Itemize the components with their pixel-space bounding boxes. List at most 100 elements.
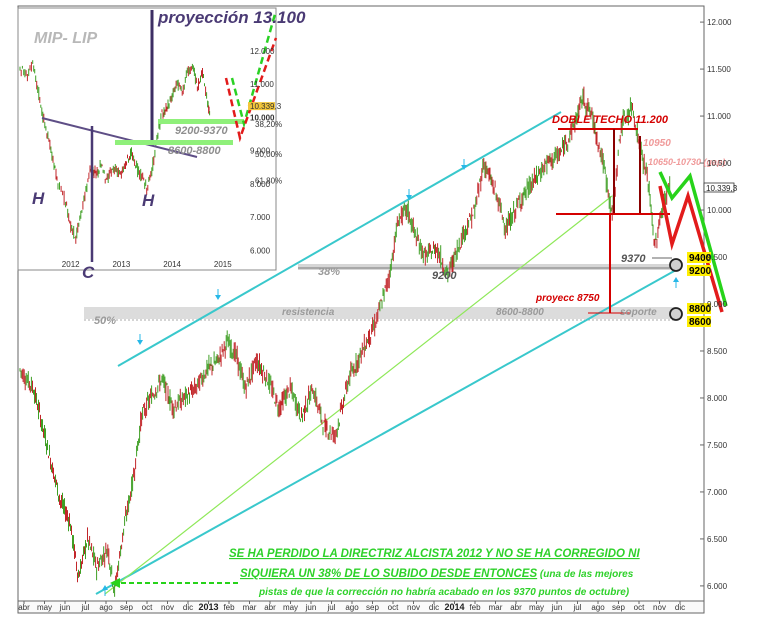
- band-38: [298, 264, 670, 270]
- inset-pct-label: 50,00%: [255, 150, 282, 159]
- x-axis-strip: [17, 600, 705, 614]
- doble-techo-label: DOBLE TECHO 11.200: [552, 114, 669, 126]
- inset-x-tick-label: 2015: [214, 260, 232, 269]
- x-tick-label: jun: [551, 603, 563, 612]
- inset-band-8600: [115, 140, 233, 145]
- x-tick-label: ago: [99, 603, 113, 612]
- inset-y-tick-label: 7.000: [250, 213, 271, 222]
- inset-y-tick-label: 10.000: [250, 113, 275, 122]
- badge-8800-bg: [687, 303, 711, 314]
- y-tick-label: 8.500: [707, 347, 728, 356]
- inset-last-price-box: [248, 102, 275, 111]
- label-gap: 10650-10730 (gap): [648, 157, 726, 167]
- low-arrow-1: [102, 585, 108, 596]
- inset-axes: 2012 2013 2014 2015 12.000 11.000 10.339,3 10.0…: [62, 47, 282, 269]
- x-tick-label: oct: [142, 603, 153, 612]
- upper-channel-line: [117, 111, 562, 367]
- caption-line-3: pistas de que la corrección no habría ac…: [258, 587, 630, 598]
- x-tick-label: oct: [388, 603, 399, 612]
- y-tick-label: 10.500: [707, 159, 732, 168]
- low-arrow-2: [673, 277, 679, 288]
- label-resistencia: resistencia: [282, 307, 335, 318]
- x-tick-label: ago: [345, 603, 359, 612]
- peak-arrows: [102, 159, 679, 596]
- peak-arrow-3: [406, 189, 412, 200]
- x-tick-label: may: [529, 603, 544, 612]
- circle-marker-9200: [669, 258, 683, 272]
- y-tick-label: 6.000: [707, 582, 728, 591]
- y-tick-label: 7.500: [707, 441, 728, 450]
- inset-pct-label: 61,80%: [255, 177, 282, 186]
- inset-h-left: H: [32, 189, 45, 208]
- x-tick-label: mar: [489, 603, 503, 612]
- last-price-box: [703, 182, 735, 193]
- badge-9200-bg: [687, 265, 711, 276]
- lower-channel-line: [95, 269, 677, 595]
- inset-neckline: [41, 117, 198, 158]
- inset-y-tick-label: 11.000: [250, 80, 274, 89]
- main-x-axis: abr may jun jul ago sep oct nov dic 2013 feb mar abr…: [18, 601, 685, 612]
- x-tick-label: feb: [469, 603, 481, 612]
- x-tick-label: jun: [59, 603, 71, 612]
- x-tick-label: jul: [326, 603, 335, 612]
- label-proyecc: proyecc 8750: [535, 293, 600, 304]
- y-tick-label: 11.000: [707, 112, 731, 121]
- x-tick-label: may: [283, 603, 298, 612]
- peak-arrow-1: [137, 334, 143, 345]
- y-tick-label: 9.000: [707, 300, 728, 309]
- x-tick-label: 2014: [444, 602, 464, 612]
- x-tick-label: sep: [120, 603, 133, 612]
- x-tick-label: nov: [407, 603, 420, 612]
- x-tick-label: oct: [634, 603, 645, 612]
- green-projection-zigzag: [658, 171, 728, 307]
- inset-projection-label: proyección 13.100: [157, 8, 306, 27]
- inset-red-projection: [224, 37, 278, 143]
- y-tick-label: 8.000: [707, 394, 728, 403]
- y-tick-label: 6.500: [707, 535, 728, 544]
- inset-green-projection: [230, 13, 277, 129]
- inset-zone-9200: 9200-9370: [175, 125, 228, 137]
- inset-zone-8600: 8600-8800: [168, 145, 221, 157]
- x-tick-label: jul: [80, 603, 89, 612]
- inset-h-right: H: [142, 191, 155, 210]
- peak-arrow-2: [215, 289, 221, 300]
- inset-frame: [17, 7, 277, 271]
- x-tick-label: dic: [183, 603, 193, 612]
- x-tick-label: feb: [223, 603, 235, 612]
- x-tick-label: abr: [18, 603, 30, 612]
- x-tick-label: abr: [510, 603, 522, 612]
- caption-line-1: SE HA PERDIDO LA DIRECTRIZ ALCISTA 2012 …: [229, 548, 640, 560]
- directriz-2012-line: [104, 195, 613, 595]
- x-tick-label: jun: [305, 603, 317, 612]
- label-50pct: 50%: [94, 315, 116, 327]
- x-tick-label: dic: [429, 603, 439, 612]
- x-tick-label: mar: [243, 603, 257, 612]
- inset-x-tick-label: 2013: [112, 260, 130, 269]
- x-tick-label: dic: [675, 603, 685, 612]
- x-tick-label: sep: [612, 603, 625, 612]
- inset-price-series: [19, 60, 211, 244]
- y-tick-label: 7.000: [707, 488, 728, 497]
- x-tick-label: nov: [653, 603, 666, 612]
- label-soporte: soporte: [620, 307, 657, 318]
- caption-line-2-rest: (una de las mejores: [537, 569, 634, 580]
- y-tick-label: 9.500: [707, 253, 728, 262]
- circle-marker-8700: [669, 307, 683, 321]
- main-y-axis: 6.000 6.500 7.000 7.500 8.000 8.500 9.000 9.500…: [700, 18, 732, 591]
- inset-y-tick-label: 9.000: [250, 147, 271, 156]
- label-10950: 10950: [643, 138, 671, 149]
- inset-y-tick-label: 8.000: [250, 180, 271, 189]
- inset-y-tick-label: 6.000: [250, 246, 271, 255]
- x-tick-label: abr: [264, 603, 276, 612]
- label-38pct: 38%: [318, 266, 340, 278]
- peak-arrow-4: [461, 159, 467, 170]
- caption-line-2: SIQUIERA UN 38% DE LO SUBIDO DESDE ENTON…: [240, 568, 634, 580]
- x-tick-label: 2013: [198, 602, 218, 612]
- inset-x-tick-label: 2014: [163, 260, 181, 269]
- x-tick-label: may: [37, 603, 52, 612]
- caption-line-2-bold: SIQUIERA UN 38% DE LO SUBIDO DESDE ENTON…: [240, 568, 537, 580]
- green-dashed-arrowhead: [110, 578, 120, 588]
- x-tick-label: nov: [161, 603, 174, 612]
- last-price-label: 10.339,3: [706, 184, 738, 193]
